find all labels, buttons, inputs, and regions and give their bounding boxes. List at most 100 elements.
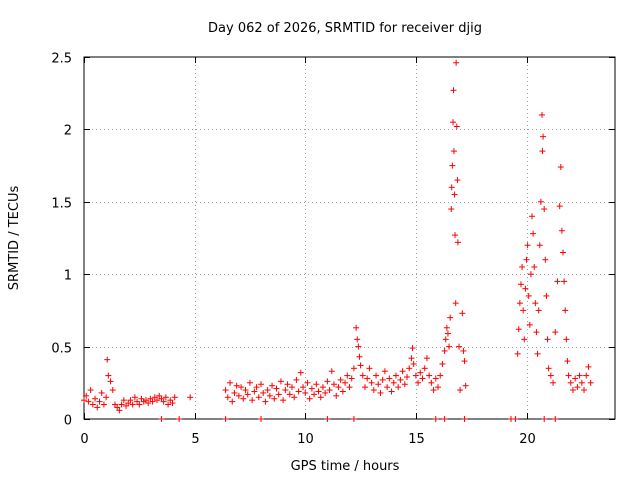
data-point [526,321,533,328]
data-point [395,384,402,391]
y-tick-label: 2 [64,124,72,139]
data-point [277,378,284,385]
data-point [439,360,446,367]
data-point [539,148,546,155]
data-point [333,392,340,399]
data-point [328,368,335,375]
data-point [567,379,574,386]
data-point [255,394,262,401]
data-point [375,381,382,388]
data-point [460,347,467,354]
data-point [423,355,430,362]
data-point [304,379,311,386]
x-tick-label: 10 [297,432,314,447]
data-point [529,213,536,220]
data-point [412,372,419,379]
data-point [253,384,260,391]
data-point [514,350,521,357]
data-point [103,394,110,401]
data-point [426,372,433,379]
data-point [145,400,152,407]
data-point [357,362,364,369]
data-point [364,375,371,382]
data-point [517,281,524,288]
data-point [401,381,408,388]
y-tick-label: 0 [64,414,72,429]
data-point [552,329,559,336]
data-point [120,397,127,404]
x-axis-label: GPS time / hours [291,459,400,474]
data-point [260,389,267,396]
data-point [136,401,143,408]
data-point [337,376,344,383]
data-point [552,416,559,422]
data-point [104,356,111,363]
data-point [350,365,357,372]
data-point [454,177,461,184]
data-point [258,416,264,422]
data-point [437,372,444,379]
data-point [244,391,251,398]
data-point [315,388,322,395]
data-point [417,369,424,376]
data-point [275,391,282,398]
data-point [109,387,116,394]
data-point [322,389,329,396]
data-point [107,378,114,385]
data-point [461,416,468,422]
data-point [118,401,125,408]
data-point [356,353,363,360]
data-point [386,375,393,382]
data-point [585,363,592,370]
data-point [222,387,229,394]
data-point [149,398,156,405]
data-point [541,416,548,422]
data-point [535,307,542,314]
data-point [231,389,238,396]
data-point [326,387,333,394]
data-point [541,206,548,213]
data-point [392,372,399,379]
data-point [233,382,240,389]
data-point [432,375,439,382]
data-point [557,164,564,171]
data-points [81,59,594,422]
data-point [561,278,568,285]
data-point [162,394,169,401]
data-point [550,379,557,386]
data-point [331,381,338,388]
data-point [451,191,458,198]
data-point [295,388,302,395]
x-tick-label: 0 [80,432,88,447]
data-point [350,416,357,422]
data-point [569,387,576,394]
data-point [457,387,464,394]
data-point [562,307,569,314]
y-tick-label: 2.5 [51,52,72,67]
x-tick-label: 5 [191,432,199,447]
data-point [271,395,278,402]
data-point [354,336,361,343]
data-point [83,392,90,399]
data-point [384,384,391,391]
data-point [530,230,537,237]
data-point [560,249,567,256]
grid-lines [84,57,615,419]
data-point [419,375,426,382]
data-point [346,384,353,391]
data-point [251,388,258,395]
data-point [583,372,590,379]
data-point [428,379,435,386]
data-point [344,372,351,379]
data-point [442,336,449,343]
data-point [461,358,468,365]
data-point [235,392,242,399]
data-point [446,343,453,350]
data-point [249,397,256,404]
data-point [171,394,178,401]
data-point [324,416,331,422]
data-point [308,385,315,392]
data-point [450,87,457,94]
data-point [92,395,99,402]
data-point [454,239,461,246]
